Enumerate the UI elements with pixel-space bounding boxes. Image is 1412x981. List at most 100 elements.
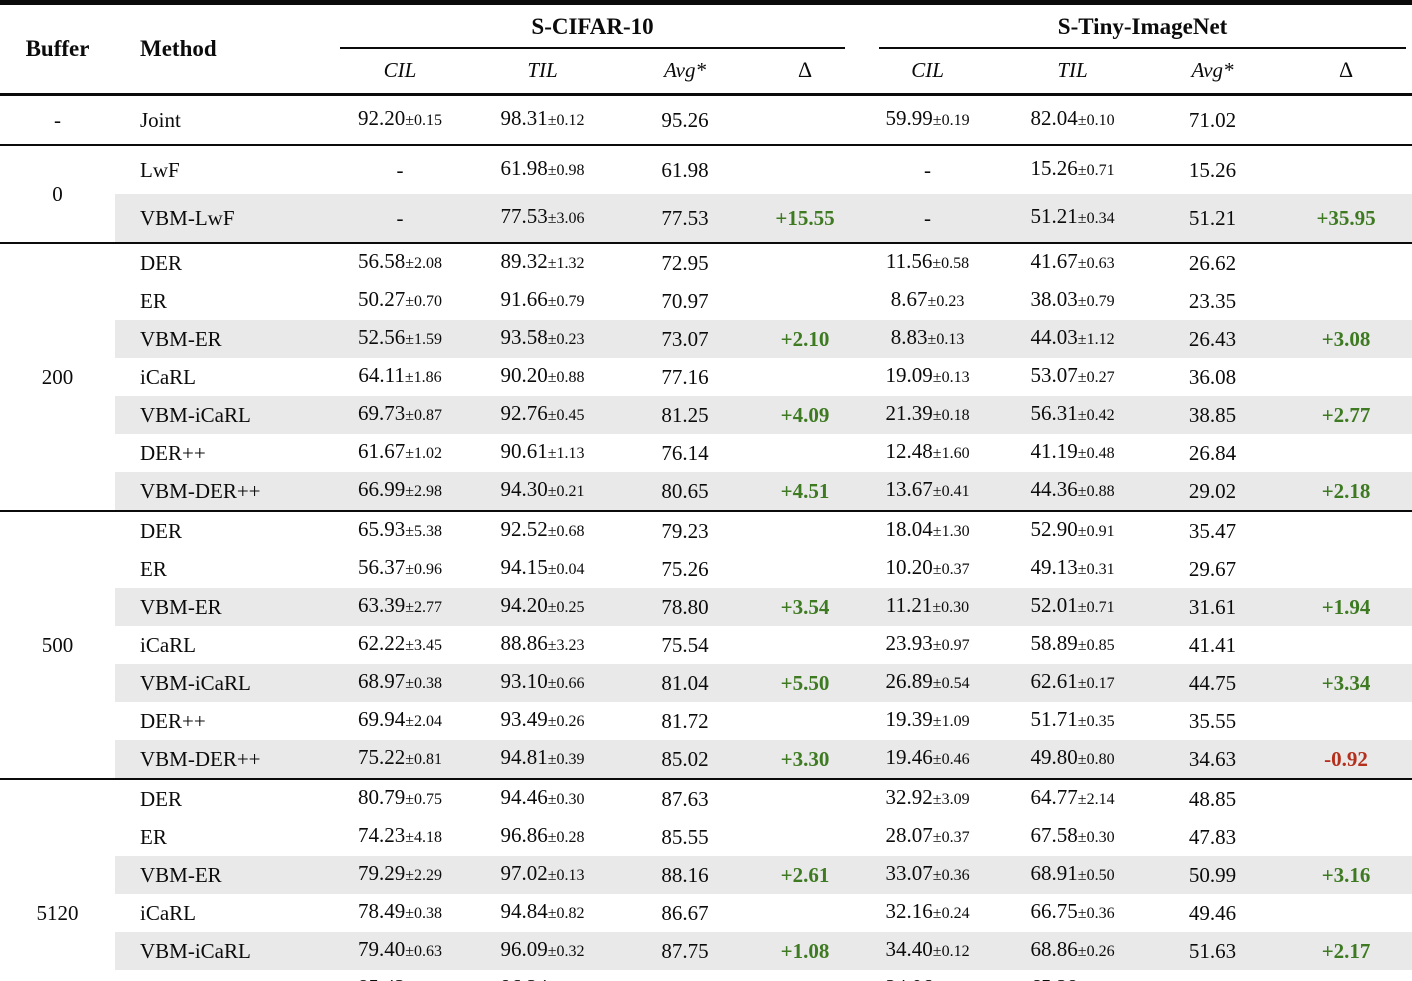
- std-dev: ±0.18: [932, 407, 970, 424]
- delta-cell: +3.30: [755, 740, 856, 779]
- accuracy-cell: 74.23±4.18: [357, 823, 443, 847]
- accuracy-cell: 10.20±0.37: [885, 555, 970, 579]
- std-dev: ±0.46: [932, 751, 970, 768]
- std-dev: ±0.66: [547, 675, 585, 692]
- accuracy-cell: 63.39±2.77: [330, 588, 470, 626]
- accuracy-cell: 8.83±0.13: [855, 320, 1001, 358]
- accuracy-cell: 58.89±0.85: [1030, 631, 1115, 655]
- avg-cell: 51.63: [1145, 932, 1281, 970]
- delta-cell: [1280, 626, 1412, 664]
- delta-cell: +2.18: [1280, 472, 1412, 511]
- method-name-cell: VBM-DER++: [115, 472, 330, 511]
- table-row: 0 LwF -61.98±0.98 61.98-15.26±0.71 15.26: [0, 144, 1412, 243]
- accuracy-cell: 69.73±0.87: [330, 396, 470, 434]
- accuracy-cell: 68.97±0.38: [330, 664, 470, 702]
- dataset-scifar10-label: S-CIFAR-10: [340, 5, 846, 49]
- delta-cell: [755, 818, 855, 856]
- table-row: iCaRL 78.49±0.38 94.84±0.82 86.67 32.16±0.24…: [0, 894, 1412, 932]
- accuracy-cell: 68.86±0.26: [1000, 932, 1146, 970]
- accuracy-cell: 38.03±0.79: [1030, 287, 1115, 311]
- std-dev: ±0.26: [1077, 943, 1115, 960]
- accuracy-cell: 56.58±2.08: [330, 242, 470, 282]
- accuracy-cell: 61.67±1.02: [357, 439, 443, 463]
- delta-cell: +4.09: [755, 396, 856, 434]
- delta-cell: [755, 434, 855, 472]
- method-name-cell: Joint: [115, 93, 330, 145]
- delta-cell: +1.08: [755, 932, 856, 970]
- std-dev: ±0.36: [1077, 905, 1115, 922]
- std-dev: ±0.41: [932, 483, 970, 500]
- accuracy-cell: 44.36±0.88: [1000, 472, 1146, 511]
- std-dev: ±0.71: [1077, 599, 1115, 616]
- std-dev: ±0.15: [405, 112, 443, 129]
- avg-cell: 95.26: [615, 93, 755, 145]
- avg-cell: 71.02: [1145, 93, 1281, 145]
- avg-cell: 50.99: [1145, 856, 1281, 894]
- std-dev: ±1.30: [932, 523, 970, 540]
- method-name-cell: LwF: [115, 144, 330, 194]
- accuracy-cell: 85.42±0.74: [330, 970, 470, 981]
- std-dev: ±1.12: [1077, 331, 1115, 348]
- avg-cell: 77.53: [615, 194, 755, 243]
- std-dev: ±0.75: [405, 791, 443, 808]
- delta-cell: -0.92: [1280, 740, 1412, 779]
- accuracy-cell: 90.61±1.13: [500, 439, 585, 463]
- accuracy-cell: 34.06±0.57: [855, 970, 1000, 981]
- accuracy-cell: 65.93±5.38: [330, 510, 470, 550]
- std-dev: ±0.96: [405, 561, 443, 578]
- accuracy-cell: 91.66±0.79: [500, 287, 585, 311]
- delta-cell: [1280, 434, 1412, 472]
- avg-cell: 35.47: [1145, 510, 1281, 550]
- delta-cell: [755, 510, 856, 550]
- method-name-cell: VBM-DER++: [115, 740, 330, 779]
- delta-cell: [755, 550, 855, 588]
- accuracy-cell: 12.48±1.60: [885, 439, 970, 463]
- delta-cell: +5.50: [755, 664, 856, 702]
- accuracy-cell: 56.37±0.96: [357, 555, 443, 579]
- avg-cell: 29.67: [1188, 556, 1237, 581]
- std-dev: ±0.79: [1077, 293, 1115, 310]
- method-name-cell: ER: [140, 556, 167, 581]
- accuracy-cell: 64.11±1.86: [358, 363, 442, 387]
- table-row: ER 56.37±0.96 94.15±0.04 75.26 10.20±0.37 49.…: [0, 550, 1412, 588]
- delta-cell: [755, 93, 856, 145]
- std-dev: ±2.04: [405, 713, 443, 730]
- delta-cell: [755, 358, 855, 396]
- std-dev: ±0.39: [547, 751, 585, 768]
- table-row: ER 50.27±0.70 91.66±0.79 70.97 8.67±0.23 38.0…: [0, 282, 1412, 320]
- avg-cell: 35.55: [1188, 708, 1237, 733]
- col-header-dataset-stinyimagenet: S-Tiny-ImageNet: [855, 3, 1412, 49]
- table-row: VBM-DER++ 66.99±2.98 94.30±0.21 80.65 +4.51 1…: [0, 472, 1412, 511]
- buffer-size-cell: 500: [0, 510, 115, 779]
- accuracy-cell: 96.24±0.19: [470, 970, 615, 981]
- table-row: DER++ 61.67±1.02 90.61±1.13 76.14 12.48±1.60…: [0, 434, 1412, 472]
- std-dev: ±0.30: [547, 791, 585, 808]
- std-dev: ±0.88: [547, 369, 585, 386]
- std-dev: ±0.37: [932, 561, 970, 578]
- accuracy-cell: 19.09±0.13: [885, 363, 970, 387]
- std-dev: ±0.85: [1077, 637, 1115, 654]
- method-name-cell: iCaRL: [140, 364, 196, 389]
- std-dev: ±3.23: [547, 637, 585, 654]
- avg-cell: 47.83: [1188, 824, 1237, 849]
- accuracy-cell: 56.31±0.42: [1000, 396, 1146, 434]
- accuracy-cell: 41.67±0.63: [1000, 242, 1146, 282]
- table-row: - Joint 92.20±0.15 98.31±0.12 95.26 59.99±0.1…: [0, 93, 1412, 145]
- accuracy-cell: 97.02±0.13: [470, 856, 615, 894]
- method-name-cell: ER: [140, 824, 167, 849]
- std-dev: ±0.70: [405, 293, 443, 310]
- avg-cell: 85.55: [661, 824, 709, 849]
- accuracy-cell: 92.20±0.15: [330, 93, 470, 145]
- std-dev: ±0.35: [1077, 713, 1115, 730]
- std-dev: ±0.87: [405, 407, 443, 424]
- delta-cell: [1280, 144, 1412, 194]
- std-dev: ±0.97: [932, 637, 970, 654]
- method-name-cell: VBM-ER: [115, 856, 330, 894]
- std-dev: ±0.42: [1077, 407, 1115, 424]
- delta-cell: [755, 702, 855, 740]
- avg-cell: 77.16: [661, 364, 709, 389]
- avg-cell: 81.25: [615, 396, 755, 434]
- std-dev: ±0.23: [927, 293, 965, 310]
- std-dev: ±0.45: [547, 407, 585, 424]
- accuracy-cell: 68.91±0.50: [1000, 856, 1146, 894]
